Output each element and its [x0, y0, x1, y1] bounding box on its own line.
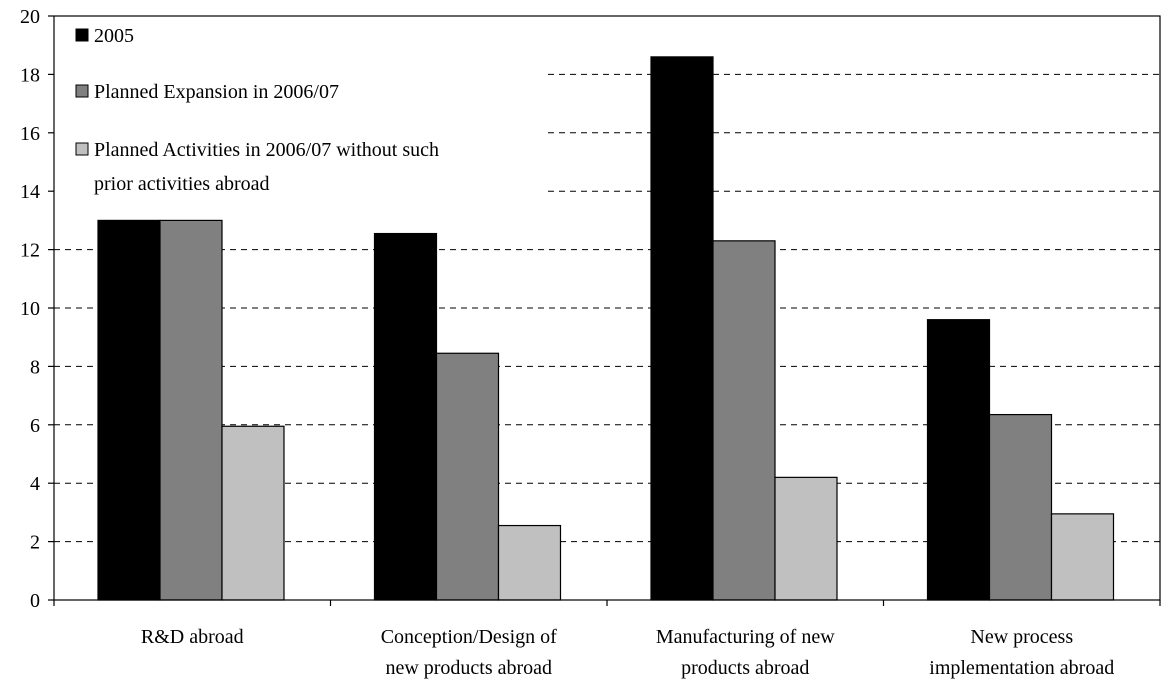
axes — [48, 15, 1161, 606]
y-tick-label: 20 — [20, 6, 40, 28]
legend-label: Planned Activities in 2006/07 without su… — [94, 139, 439, 161]
legend-label: prior activities abroad — [94, 173, 270, 195]
x-category-labels: R&D abroad Conception/Design of new produc… — [141, 626, 1114, 679]
x-category-label: new products abroad — [385, 657, 552, 679]
y-tick-label: 10 — [20, 298, 40, 320]
x-category-label: New process — [970, 626, 1073, 648]
x-category-label: implementation abroad — [929, 657, 1114, 679]
y-tick-label: 4 — [30, 473, 40, 495]
legend-label: Planned Expansion in 2006/07 — [94, 81, 339, 103]
bar-series1-cat0 — [159, 219, 223, 601]
bar-series2-cat3 — [1050, 513, 1115, 601]
bar-series2-cat2 — [774, 476, 838, 601]
legend: 2005 Planned Expansion in 2006/07 Planned … — [75, 25, 439, 195]
bar-series0-cat3 — [926, 319, 991, 601]
y-tick-label: 0 — [30, 590, 40, 612]
y-tick-label: 2 — [30, 532, 40, 554]
y-tick-label: 8 — [30, 356, 40, 378]
x-category-label: Conception/Design of — [381, 626, 557, 648]
x-category-label: R&D abroad — [141, 626, 244, 648]
y-tick-label: 18 — [20, 64, 40, 86]
y-tick-label: 14 — [20, 181, 40, 203]
x-category-label: Manufacturing of new — [656, 626, 835, 648]
y-tick-label: 16 — [20, 123, 40, 145]
bar-series1-cat1 — [435, 352, 500, 601]
legend-swatch-1 — [75, 84, 89, 98]
bar-series1-cat3 — [988, 413, 1053, 601]
bar-series2-cat1 — [497, 524, 562, 601]
bar-series0-cat1 — [373, 232, 438, 601]
bar-series2-cat0 — [221, 425, 285, 601]
x-category-label: products abroad — [681, 657, 809, 679]
bars — [97, 56, 1115, 601]
y-tick-label: 12 — [20, 240, 40, 262]
bar-series1-cat2 — [712, 240, 776, 601]
gridlines — [54, 73, 1160, 543]
y-tick-labels: 0 2 4 6 8 10 12 14 16 18 20 — [20, 6, 40, 612]
bar-series0-cat2 — [650, 56, 714, 601]
y-tick-label: 6 — [30, 415, 40, 437]
legend-swatch-0 — [75, 28, 89, 42]
bar-series0-cat0 — [97, 219, 161, 601]
legend-swatch-2 — [75, 142, 89, 156]
legend-label: 2005 — [94, 25, 134, 47]
